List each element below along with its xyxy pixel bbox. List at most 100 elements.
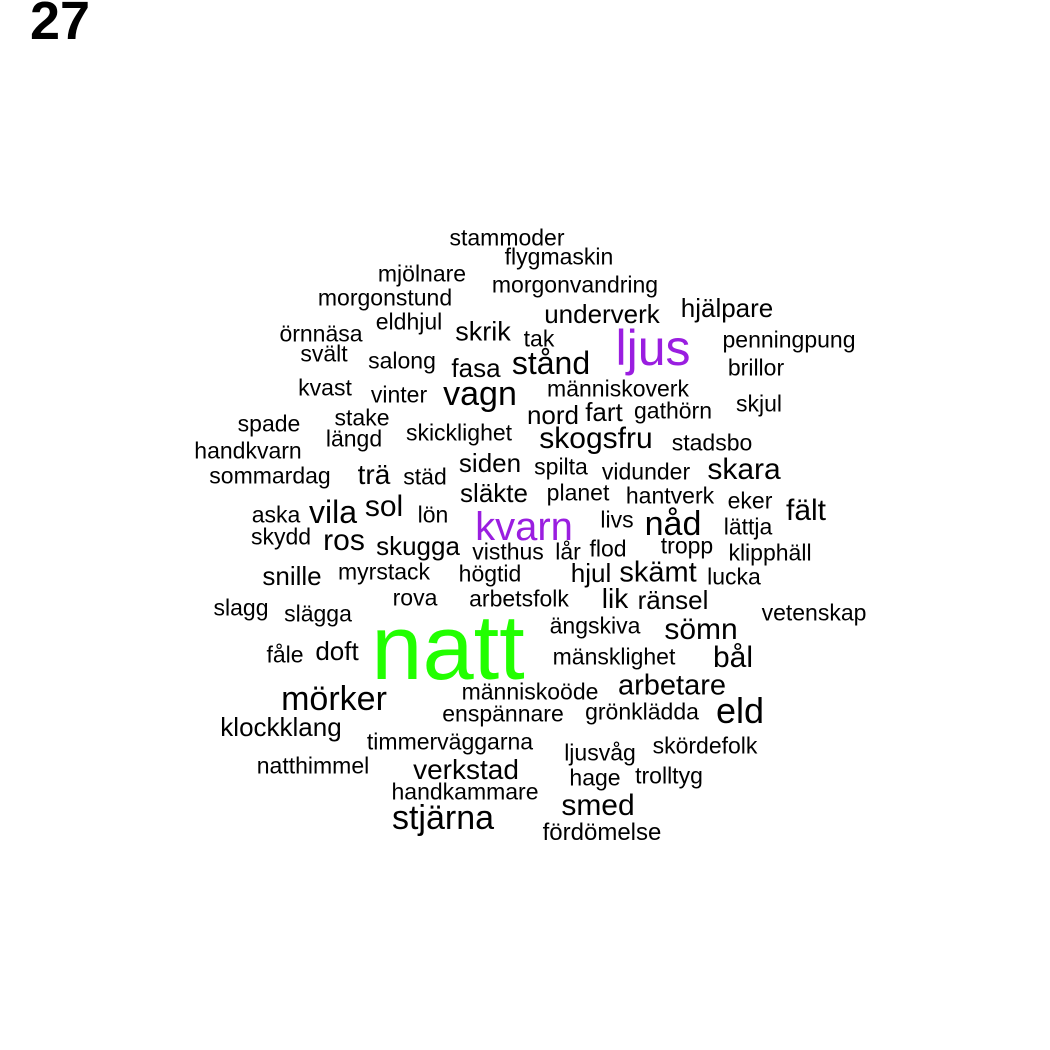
word-aska: aska	[251, 501, 301, 528]
word-smed: smed	[561, 789, 635, 822]
word-sommardag: sommardag	[209, 462, 331, 489]
word-salong: salong	[368, 347, 436, 374]
word-arbetsfolk: arbetsfolk	[469, 585, 569, 612]
word-mörker: mörker	[281, 680, 387, 718]
word-lik: lik	[601, 583, 629, 614]
word-tak: tak	[523, 325, 555, 352]
word-skugga: skugga	[376, 531, 460, 561]
word-eker: eker	[727, 487, 773, 514]
word-slägga: slägga	[284, 600, 352, 627]
word-örnnäsa: örnnäsa	[279, 320, 363, 347]
word-vetenskap: vetenskap	[761, 599, 867, 626]
word-lår: lår	[555, 538, 581, 565]
word-flygmaskin: flygmaskin	[504, 243, 614, 270]
word-kvarn: kvarn	[475, 505, 573, 549]
word-nord: nord	[526, 400, 580, 430]
word-handkammare: handkammare	[391, 778, 539, 805]
word-lucka: lucka	[707, 563, 761, 590]
word-mjölnare: mjölnare	[377, 260, 467, 287]
word-vidunder: vidunder	[601, 458, 691, 485]
word-nåd: nåd	[644, 505, 702, 543]
word-spilta: spilta	[534, 453, 588, 480]
word-vagn: vagn	[443, 375, 517, 413]
word-flod: flod	[589, 535, 627, 562]
word-skogsfru: skogsfru	[539, 422, 653, 455]
word-längd: längd	[325, 425, 383, 452]
word-svält: svält	[300, 340, 348, 367]
word-skrik: skrik	[455, 316, 511, 347]
word-kvast: kvast	[298, 374, 352, 401]
word-hage: hage	[569, 764, 621, 791]
word-underverk: underverk	[544, 299, 660, 329]
word-lön: lön	[417, 501, 449, 528]
word-stånd: stånd	[511, 345, 591, 381]
word-trolltyg: trolltyg	[635, 762, 703, 789]
word-natt: natt	[371, 597, 525, 699]
word-sömn: sömn	[664, 613, 738, 646]
word-människoöde: människoöde	[461, 678, 599, 705]
word-vila: vila	[308, 494, 358, 530]
word-arbetare: arbetare	[617, 669, 727, 702]
word-brillor: brillor	[727, 354, 785, 381]
word-hjälpare: hjälpare	[680, 293, 774, 323]
word-ljus: ljus	[615, 320, 691, 376]
page-number: 27	[30, 0, 91, 51]
word-grönklädda: grönklädda	[585, 698, 699, 725]
word-släkte: släkte	[460, 478, 528, 508]
word-människoverk: människoverk	[547, 375, 689, 402]
word-verkstad: verkstad	[413, 754, 519, 785]
word-lättja: lättja	[723, 513, 773, 540]
word-klockklang: klockklang	[220, 712, 342, 742]
word-enspännare: enspännare	[442, 700, 564, 727]
word-tropp: tropp	[660, 532, 714, 559]
word-stammoder: stammoder	[449, 224, 565, 251]
word-högtid: högtid	[458, 560, 522, 587]
word-siden: siden	[458, 448, 522, 478]
word-fält: fält	[785, 494, 827, 527]
word-vinter: vinter	[370, 381, 428, 408]
word-skara: skara	[707, 453, 781, 486]
word-snille: snille	[262, 561, 322, 591]
word-spade: spade	[237, 410, 301, 437]
word-ljusvåg: ljusvåg	[564, 739, 636, 766]
word-penningpung: penningpung	[722, 326, 856, 353]
word-myrstack: myrstack	[338, 558, 430, 585]
word-skicklighet: skicklighet	[405, 419, 513, 446]
word-stake: stake	[334, 404, 390, 431]
word-livs: livs	[600, 506, 634, 533]
word-timmerväggarna: timmerväggarna	[366, 728, 534, 755]
word-ränsel: ränsel	[637, 585, 709, 615]
word-fasa: fasa	[451, 353, 501, 383]
word-bål: bål	[712, 641, 754, 674]
word-städ: städ	[403, 463, 447, 490]
word-visthus: visthus	[472, 538, 544, 565]
word-skördefolk: skördefolk	[652, 732, 758, 759]
word-fåle: fåle	[266, 641, 304, 668]
word-morgonvandring: morgonvandring	[491, 271, 659, 298]
word-mänsklighet: mänsklighet	[552, 643, 676, 670]
word-hjul: hjul	[570, 558, 612, 588]
word-handkvarn: handkvarn	[194, 437, 302, 464]
word-doft: doft	[315, 636, 359, 666]
word-gathörn: gathörn	[633, 397, 713, 424]
word-stadsbo: stadsbo	[671, 429, 753, 456]
word-ängskiva: ängskiva	[549, 612, 641, 639]
word-stjärna: stjärna	[391, 799, 495, 837]
word-natthimmel: natthimmel	[256, 752, 370, 779]
word-sol: sol	[364, 490, 404, 523]
word-planet: planet	[546, 479, 610, 506]
word-fördömelse: fördömelse	[542, 819, 662, 846]
word-skjul: skjul	[735, 390, 783, 417]
word-klipphäll: klipphäll	[728, 539, 812, 566]
word-eldhjul: eldhjul	[375, 308, 443, 335]
word-fart: fart	[585, 397, 623, 427]
word-morgonstund: morgonstund	[317, 284, 453, 311]
word-slagg: slagg	[213, 594, 269, 621]
word-skydd: skydd	[250, 523, 312, 550]
word-trä: trä	[357, 459, 391, 490]
word-skämt: skämt	[619, 556, 697, 589]
word-eld: eld	[715, 690, 765, 731]
word-rova: rova	[392, 584, 438, 611]
word-ros: ros	[323, 524, 365, 557]
